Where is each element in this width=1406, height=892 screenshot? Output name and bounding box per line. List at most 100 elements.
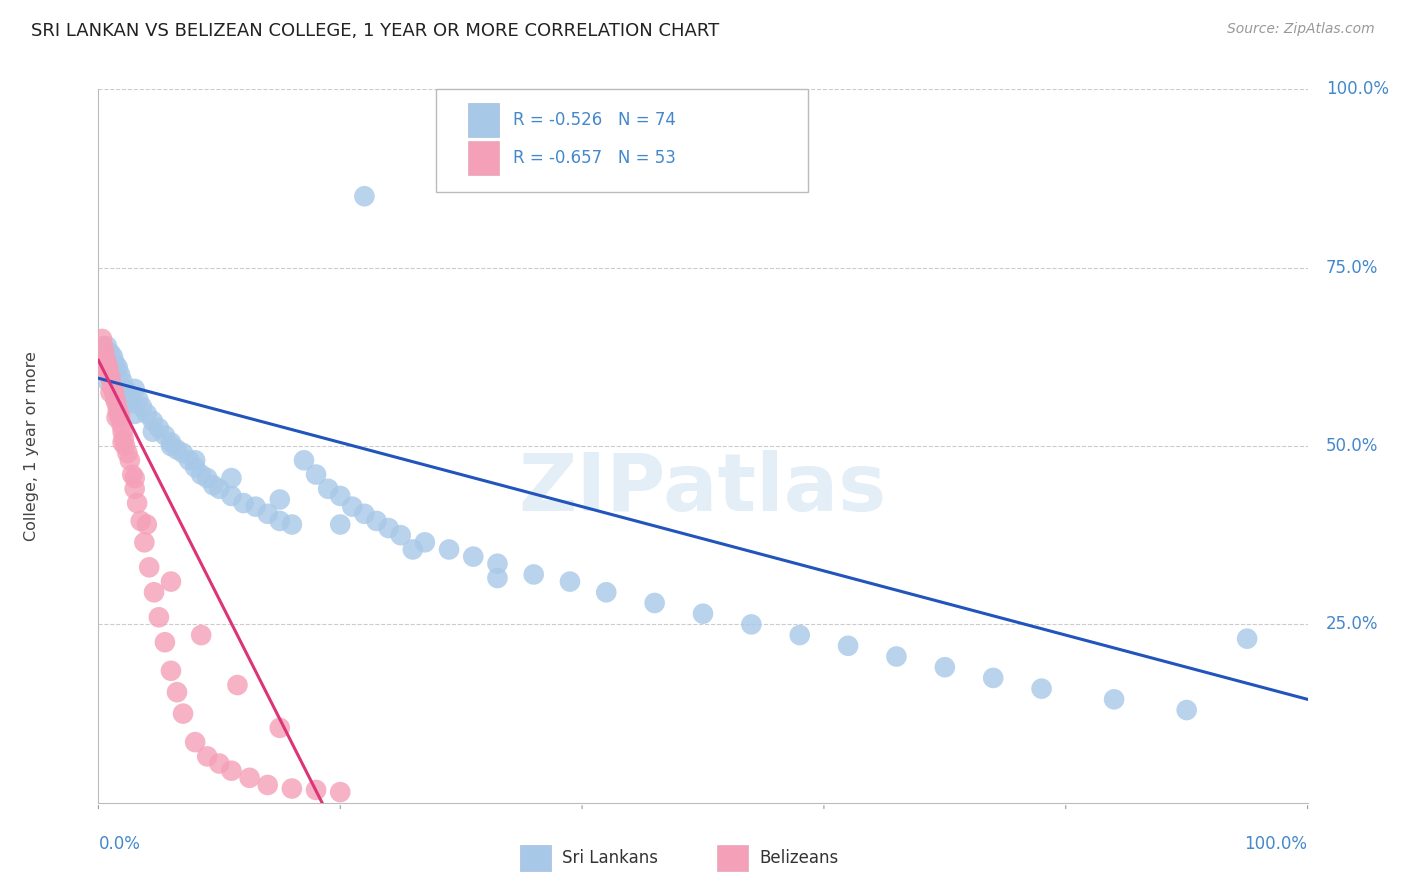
Point bbox=[96, 364, 118, 378]
Point bbox=[110, 417, 132, 432]
Point bbox=[166, 442, 188, 457]
Point bbox=[179, 453, 201, 467]
Point bbox=[107, 360, 129, 375]
Point bbox=[256, 507, 278, 521]
Text: Source: ZipAtlas.com: Source: ZipAtlas.com bbox=[1227, 22, 1375, 37]
Point bbox=[124, 407, 146, 421]
Point bbox=[91, 332, 114, 346]
Point bbox=[124, 471, 146, 485]
Point bbox=[111, 375, 134, 389]
Text: 100.0%: 100.0% bbox=[1244, 835, 1308, 853]
Point bbox=[96, 357, 118, 371]
Point bbox=[135, 407, 157, 421]
Point bbox=[103, 385, 125, 400]
Point bbox=[107, 403, 129, 417]
Point bbox=[342, 500, 364, 514]
Point bbox=[124, 482, 146, 496]
Point bbox=[269, 721, 291, 735]
Point bbox=[226, 678, 249, 692]
Point bbox=[97, 375, 120, 389]
Point bbox=[148, 610, 170, 624]
Point bbox=[281, 781, 304, 796]
Point bbox=[142, 425, 165, 439]
Point bbox=[305, 783, 328, 797]
Point bbox=[153, 635, 176, 649]
Point bbox=[138, 560, 160, 574]
Point bbox=[114, 382, 136, 396]
Point bbox=[1236, 632, 1258, 646]
Point bbox=[104, 392, 127, 407]
Point bbox=[91, 339, 114, 353]
Point bbox=[486, 571, 509, 585]
Text: R = -0.657   N = 53: R = -0.657 N = 53 bbox=[513, 149, 676, 167]
Text: Sri Lankans: Sri Lankans bbox=[562, 849, 658, 867]
Point bbox=[208, 756, 231, 771]
Point bbox=[172, 706, 194, 721]
Text: 0.0%: 0.0% bbox=[98, 835, 141, 853]
Point bbox=[184, 460, 207, 475]
Point bbox=[153, 428, 176, 442]
Point bbox=[239, 771, 262, 785]
Point bbox=[131, 400, 153, 414]
Point bbox=[98, 368, 121, 382]
Point bbox=[353, 189, 375, 203]
Point bbox=[1102, 692, 1125, 706]
Point bbox=[208, 482, 231, 496]
Point bbox=[329, 517, 352, 532]
Point bbox=[486, 557, 509, 571]
Point bbox=[111, 435, 134, 450]
Point bbox=[93, 346, 115, 360]
Point bbox=[114, 396, 136, 410]
Point bbox=[190, 628, 212, 642]
Point bbox=[135, 517, 157, 532]
Point bbox=[1031, 681, 1053, 696]
Point bbox=[269, 514, 291, 528]
Point bbox=[195, 471, 218, 485]
Point bbox=[353, 507, 375, 521]
Point bbox=[413, 535, 436, 549]
Point bbox=[112, 432, 135, 446]
Point bbox=[437, 542, 460, 557]
Point bbox=[837, 639, 859, 653]
Text: R = -0.526   N = 74: R = -0.526 N = 74 bbox=[513, 112, 676, 129]
Point bbox=[134, 535, 156, 549]
Point bbox=[523, 567, 546, 582]
Text: College, 1 year or more: College, 1 year or more bbox=[24, 351, 39, 541]
Point bbox=[114, 439, 136, 453]
Point bbox=[100, 346, 122, 360]
Text: 25.0%: 25.0% bbox=[1326, 615, 1378, 633]
Point bbox=[184, 453, 207, 467]
Text: 100.0%: 100.0% bbox=[1326, 80, 1389, 98]
Point bbox=[100, 378, 122, 392]
Point bbox=[558, 574, 581, 589]
Text: Belizeans: Belizeans bbox=[759, 849, 838, 867]
Point bbox=[221, 489, 243, 503]
Point bbox=[101, 382, 124, 396]
Point bbox=[981, 671, 1004, 685]
Point bbox=[124, 382, 146, 396]
Point bbox=[402, 542, 425, 557]
Point bbox=[221, 471, 243, 485]
Text: 50.0%: 50.0% bbox=[1326, 437, 1378, 455]
Point bbox=[105, 396, 128, 410]
Point bbox=[202, 478, 225, 492]
Point bbox=[129, 514, 152, 528]
Point bbox=[97, 360, 120, 375]
Point bbox=[789, 628, 811, 642]
Point bbox=[118, 389, 141, 403]
Point bbox=[108, 368, 131, 382]
Point bbox=[595, 585, 617, 599]
Point bbox=[221, 764, 243, 778]
Point bbox=[100, 385, 122, 400]
Point bbox=[105, 385, 128, 400]
Point bbox=[316, 482, 339, 496]
Point bbox=[142, 414, 165, 428]
Text: 75.0%: 75.0% bbox=[1326, 259, 1378, 277]
Point bbox=[127, 496, 149, 510]
Point bbox=[232, 496, 254, 510]
Point bbox=[117, 446, 139, 460]
Point bbox=[1175, 703, 1198, 717]
Point bbox=[366, 514, 388, 528]
Point bbox=[93, 353, 115, 368]
Point bbox=[934, 660, 956, 674]
